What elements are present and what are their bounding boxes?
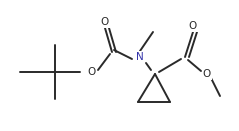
Text: O: O <box>101 17 109 27</box>
Text: O: O <box>203 69 211 79</box>
Text: N: N <box>136 52 144 62</box>
Text: O: O <box>88 67 96 77</box>
Text: O: O <box>189 21 197 31</box>
